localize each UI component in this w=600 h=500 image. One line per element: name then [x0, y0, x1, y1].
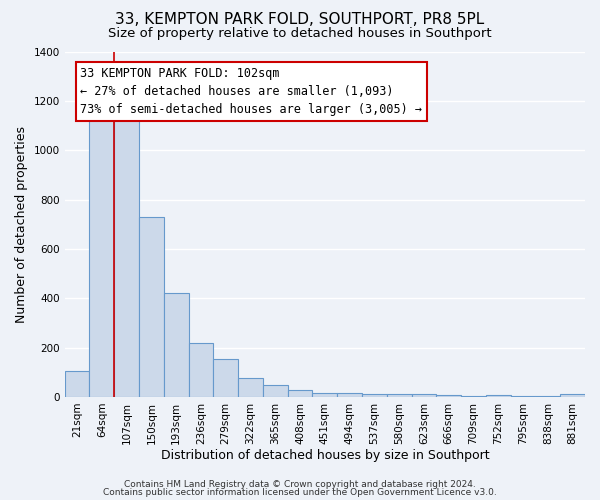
Text: Size of property relative to detached houses in Southport: Size of property relative to detached ho…: [108, 28, 492, 40]
Bar: [486, 395, 511, 397]
Bar: [114, 110, 139, 397]
Bar: [287, 390, 313, 397]
Bar: [139, 217, 164, 397]
Bar: [214, 358, 238, 397]
Bar: [164, 294, 188, 397]
Bar: [313, 392, 337, 397]
Bar: [412, 394, 436, 397]
Text: Contains public sector information licensed under the Open Government Licence v3: Contains public sector information licen…: [103, 488, 497, 497]
Text: 33, KEMPTON PARK FOLD, SOUTHPORT, PR8 5PL: 33, KEMPTON PARK FOLD, SOUTHPORT, PR8 5P…: [115, 12, 485, 28]
Text: Contains HM Land Registry data © Crown copyright and database right 2024.: Contains HM Land Registry data © Crown c…: [124, 480, 476, 489]
Bar: [461, 396, 486, 397]
Bar: [238, 378, 263, 397]
Bar: [89, 110, 114, 397]
Bar: [387, 394, 412, 397]
Bar: [560, 394, 585, 397]
Bar: [263, 384, 287, 397]
Bar: [337, 394, 362, 397]
X-axis label: Distribution of detached houses by size in Southport: Distribution of detached houses by size …: [161, 450, 489, 462]
Bar: [362, 394, 387, 397]
Text: 33 KEMPTON PARK FOLD: 102sqm
← 27% of detached houses are smaller (1,093)
73% of: 33 KEMPTON PARK FOLD: 102sqm ← 27% of de…: [80, 67, 422, 116]
Bar: [436, 395, 461, 397]
Bar: [65, 370, 89, 397]
Bar: [188, 342, 214, 397]
Bar: [535, 396, 560, 397]
Bar: [511, 396, 535, 397]
Y-axis label: Number of detached properties: Number of detached properties: [15, 126, 28, 322]
